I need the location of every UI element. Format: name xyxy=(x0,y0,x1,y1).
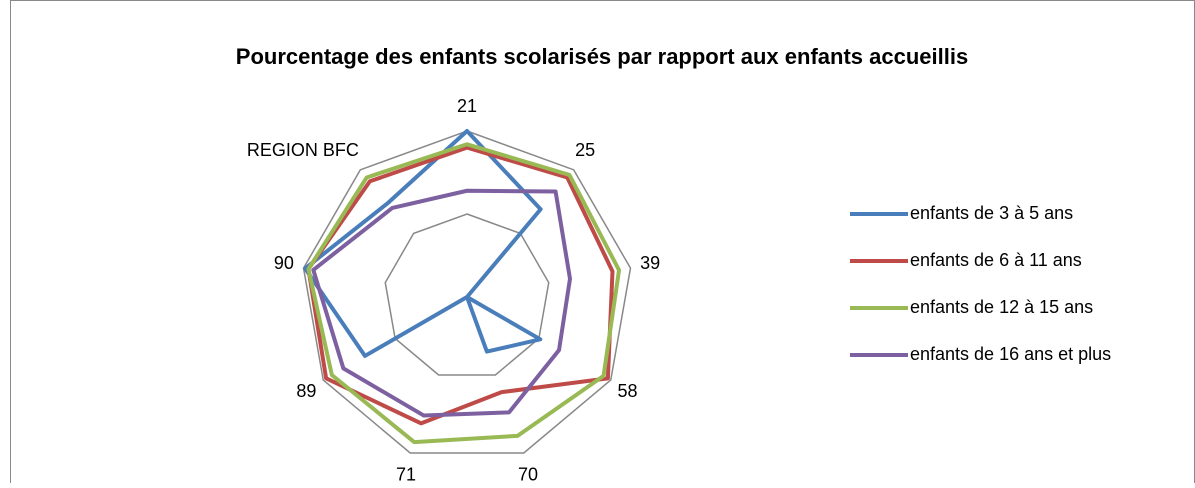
axis-label: REGION BFC xyxy=(247,140,359,160)
axis-label: 25 xyxy=(575,140,595,160)
series-line xyxy=(303,129,543,358)
series-line xyxy=(311,188,572,418)
axis-label: 39 xyxy=(640,253,660,273)
axis-label: 58 xyxy=(618,381,638,401)
axis-label: 70 xyxy=(518,464,538,483)
legend-label: enfants de 3 à 5 ans xyxy=(910,203,1073,223)
grid-ring xyxy=(302,130,632,454)
series-line xyxy=(306,142,622,445)
axis-label: 71 xyxy=(396,464,416,483)
legend-label: enfants de 6 à 11 ans xyxy=(910,250,1082,270)
grid-ring xyxy=(384,213,550,376)
axis-label: 21 xyxy=(457,96,477,116)
axis-label: 89 xyxy=(296,381,316,401)
axis-label: 90 xyxy=(274,253,294,273)
series-line xyxy=(306,145,615,426)
legend-label: enfants de 16 ans et plus xyxy=(910,344,1111,364)
chart-title: Pourcentage des enfants scolarisés par r… xyxy=(236,44,968,69)
chart-frame xyxy=(10,0,1195,488)
legend-label: enfants de 12 à 15 ans xyxy=(910,297,1093,317)
